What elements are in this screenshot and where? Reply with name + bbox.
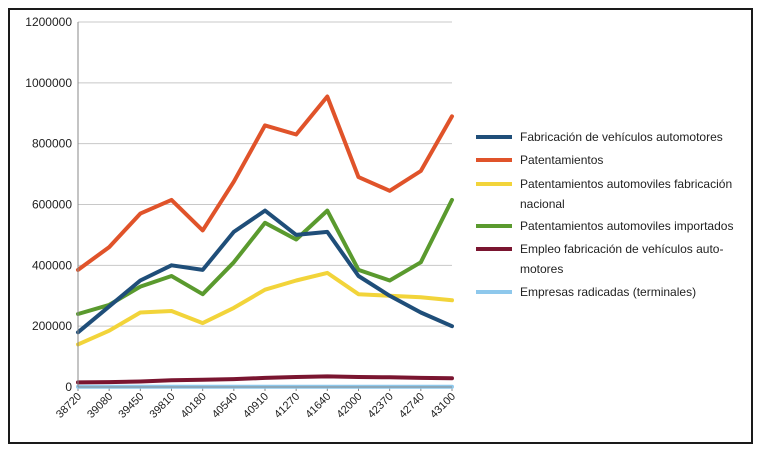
x-tick-label: 42370 <box>366 391 396 421</box>
x-tick-label: 41640 <box>303 391 333 421</box>
y-tick-label: 0 <box>65 380 72 394</box>
axes <box>77 22 452 388</box>
x-tick-label: 41270 <box>272 391 302 421</box>
legend-label-3: Patentamientos automoviles importados <box>520 219 733 233</box>
series-line-1 <box>76 94 454 272</box>
chart-frame <box>8 8 753 444</box>
legend-label-1: Patentamientos <box>520 153 603 167</box>
y-tick-label: 200000 <box>32 319 72 333</box>
x-tick-label: 43100 <box>428 391 458 421</box>
y-tick-label: 1000000 <box>25 76 72 90</box>
legend-label-0: Fabricación de vehículos automotores <box>520 130 723 144</box>
x-tick-label: 40180 <box>179 391 209 421</box>
x-tick-label: 38720 <box>54 391 84 421</box>
x-tick-label: 39080 <box>85 391 115 421</box>
x-tick-label: 40910 <box>241 391 271 421</box>
legend: Fabricación de vehículos automotores Pate… <box>476 130 733 299</box>
y-tick-label: 600000 <box>32 198 72 212</box>
x-tick-label: 42000 <box>335 391 365 421</box>
series-line-0 <box>76 208 454 335</box>
y-tick-label: 400000 <box>32 258 72 272</box>
y-tick-label: 1200000 <box>25 15 72 29</box>
x-tick-label: 39810 <box>148 391 178 421</box>
y-axis-ticks: 0 200000 400000 600000 800000 1000000 1200000 <box>25 15 72 394</box>
x-tick-label: 42740 <box>397 391 427 421</box>
series-line-4 <box>76 374 454 385</box>
y-tick-label: 800000 <box>32 137 72 151</box>
x-tick-label: 39450 <box>116 391 146 421</box>
series-line-3 <box>76 197 454 316</box>
series-group <box>76 94 454 389</box>
x-axis-ticks: 38720 39080 39450 39810 40180 40540 40910 41270… <box>54 387 458 421</box>
legend-label-4: Empleo fabricación de vehículos auto-mot… <box>520 242 723 276</box>
x-tick-label: 40540 <box>210 391 240 421</box>
grid <box>78 21 452 327</box>
legend-label-2: Patentamientos automoviles fabricación na… <box>520 177 732 211</box>
legend-label-5: Empresas radicadas (terminales) <box>520 285 696 299</box>
